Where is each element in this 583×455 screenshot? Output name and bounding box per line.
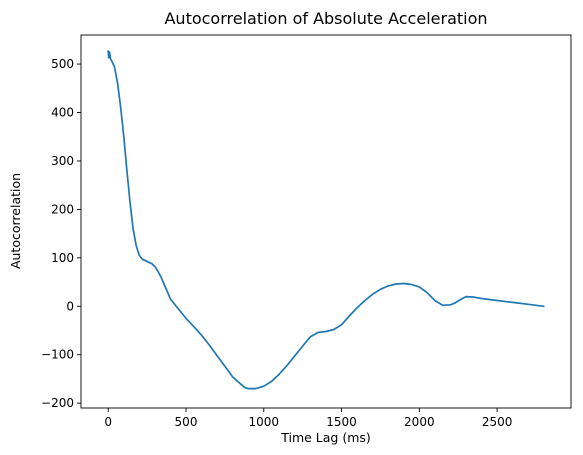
y-axis-ticks: −200 −100 0 100 200 300 400 500 <box>41 57 81 410</box>
y-tick-label: 500 <box>51 57 74 71</box>
y-tick-label: 0 <box>66 299 74 313</box>
y-tick-label: 300 <box>51 154 74 168</box>
x-tick-label: 2000 <box>404 415 435 429</box>
series-line <box>107 50 545 390</box>
x-tick-label: 500 <box>175 415 198 429</box>
y-axis-label: Autocorrelation <box>8 173 23 269</box>
x-axis-label: Time Lag (ms) <box>280 430 371 445</box>
y-tick-label: 100 <box>51 251 74 265</box>
chart-title: Autocorrelation of Absolute Acceleration <box>164 9 487 28</box>
axes-frame <box>80 34 572 409</box>
x-tick-label: 1000 <box>249 415 280 429</box>
plot-area <box>107 50 545 390</box>
y-tick-label: −100 <box>41 348 74 362</box>
x-tick-label: 1500 <box>326 415 357 429</box>
x-tick-label: 0 <box>104 415 112 429</box>
y-tick-label: 400 <box>51 106 74 120</box>
x-tick-label: 2500 <box>482 415 513 429</box>
x-axis-ticks: 0 500 1000 1500 2000 2500 <box>104 408 512 429</box>
y-tick-label: −200 <box>41 396 74 410</box>
y-tick-label: 200 <box>51 202 74 216</box>
